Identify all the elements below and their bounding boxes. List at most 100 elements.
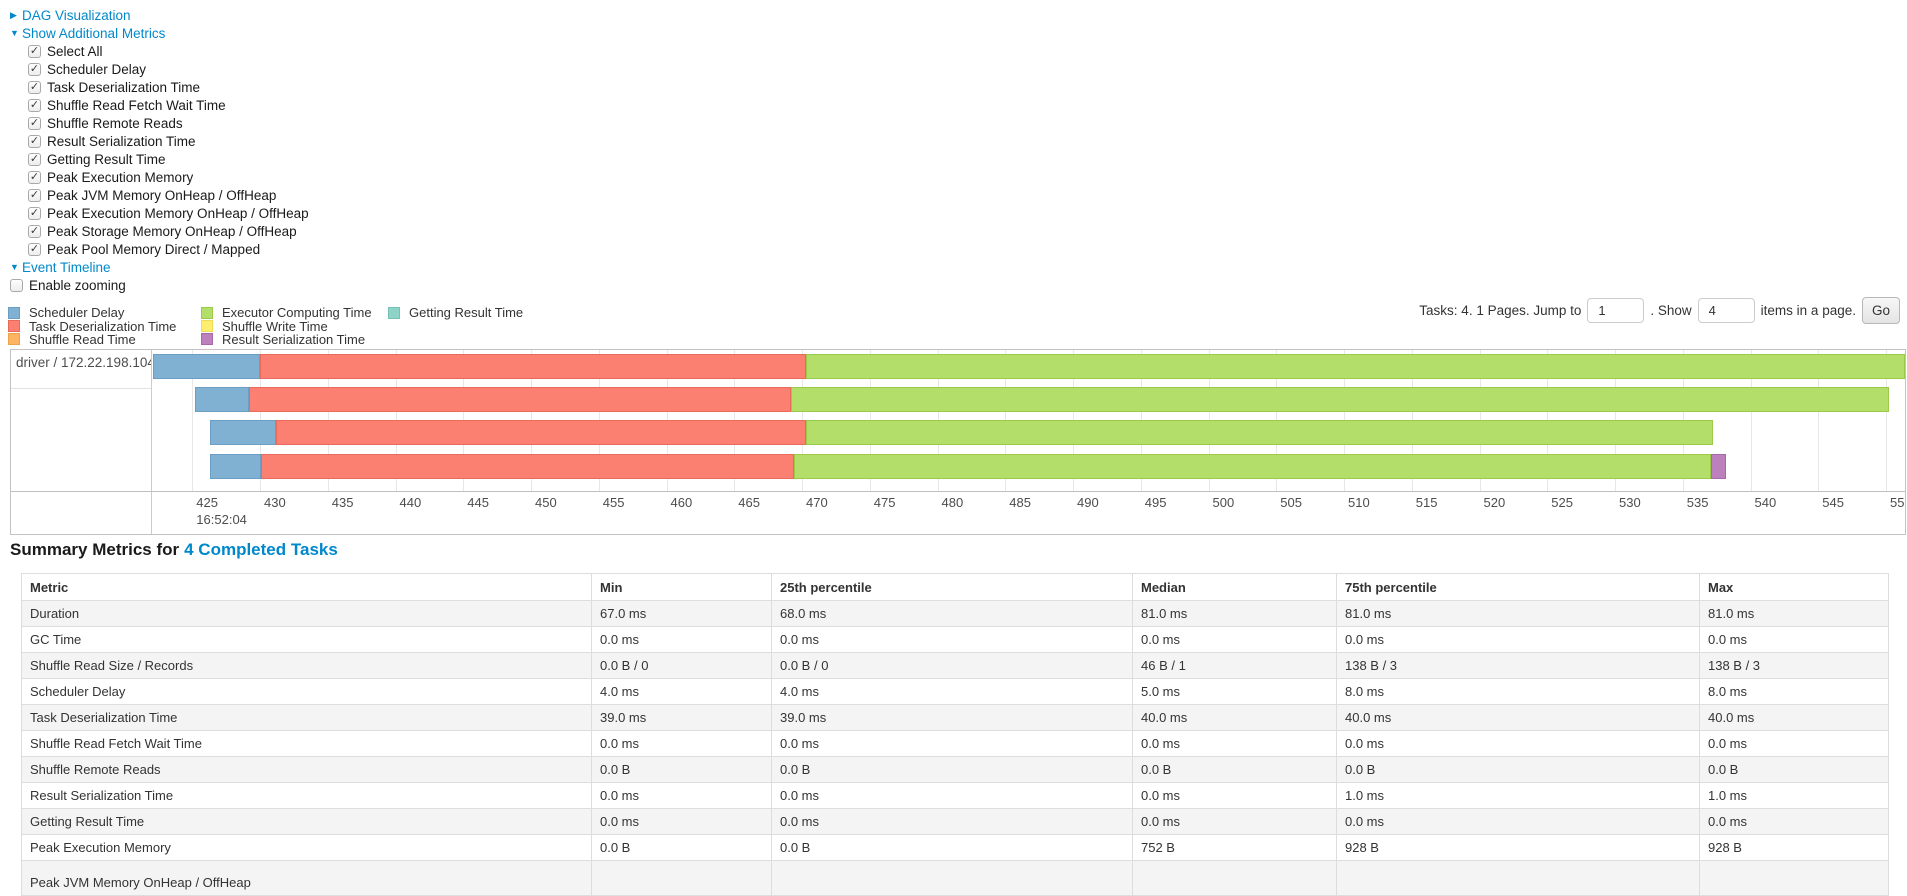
checkbox-checked-icon[interactable]: ✓ — [28, 242, 41, 256]
show-additional-metrics-toggle[interactable]: ▼ Show Additional Metrics — [10, 24, 309, 42]
legend-swatch-executor-computing-time — [201, 306, 213, 319]
metric-checkbox-label: Task Deserialization Time — [47, 79, 201, 95]
checkbox-checked-icon[interactable]: ✓ — [28, 170, 41, 184]
task-bar-segment-executor_computing[interactable] — [806, 420, 1713, 445]
task-bar-segment-scheduler_delay[interactable] — [209, 454, 262, 479]
checkbox-checked-icon[interactable]: ✓ — [28, 116, 41, 130]
table-cell: 68.0 ms — [771, 600, 1133, 627]
metric-checkbox-row-peak-storage-memory-onheap-offheap[interactable]: ✓ Peak Storage Memory OnHeap / OffHeap — [28, 222, 309, 240]
table-header-75th-percentile: 75th percentile — [1336, 573, 1700, 601]
axis-tick-label: 500 — [1212, 495, 1235, 510]
metric-checkbox-row-getting-result-time[interactable]: ✓ Getting Result Time — [28, 150, 309, 168]
summary-heading-text: Summary Metrics for — [10, 540, 180, 559]
table-cell: 928 B — [1699, 834, 1889, 861]
jump-to-page-input[interactable] — [1587, 298, 1645, 323]
table-row-getting-result-time: Getting Result Time 0.0 ms 0.0 ms 0.0 ms 0.0… — [21, 808, 1889, 835]
checkbox-checked-icon[interactable]: ✓ — [28, 206, 41, 220]
axis-tick-label: 535 — [1686, 495, 1709, 510]
table-cell: 0.0 ms — [771, 730, 1133, 757]
checkmark-icon: ✓ — [29, 206, 40, 219]
task-bar-segment-executor_computing[interactable] — [806, 354, 1905, 379]
table-cell: 0.0 ms — [1336, 626, 1700, 653]
table-cell: 138 B / 3 — [1699, 652, 1889, 679]
metric-checkbox-row-peak-execution-memory[interactable]: ✓ Peak Execution Memory — [28, 168, 309, 186]
table-cell: Scheduler Delay — [21, 678, 592, 705]
checkbox-checked-icon[interactable]: ✓ — [28, 62, 41, 76]
checkbox-checked-icon[interactable]: ✓ — [28, 188, 41, 202]
table-cell: 928 B — [1336, 834, 1700, 861]
table-row-shuffle-remote-reads: Shuffle Remote Reads 0.0 B 0.0 B 0.0 B 0.0 B… — [21, 756, 1889, 783]
table-row-duration: Duration 67.0 ms 68.0 ms 81.0 ms 81.0 ms 81.0… — [21, 600, 1889, 627]
checkmark-icon: ✓ — [29, 152, 40, 165]
metric-checkbox-row-shuffle-read-fetch-wait-time[interactable]: ✓ Shuffle Read Fetch Wait Time — [28, 96, 309, 114]
table-cell: 0.0 ms — [591, 808, 772, 835]
event-timeline-chart: driver / 172.22.198.104 425 16:52:04 430 43… — [10, 349, 1906, 535]
legend-label: Shuffle Read Time — [29, 331, 136, 347]
legend-swatch-shuffle-write-time — [201, 320, 213, 333]
checkmark-icon: ✓ — [29, 170, 40, 183]
metric-checkbox-row-scheduler-delay[interactable]: ✓ Scheduler Delay — [28, 60, 309, 78]
task-bar-segment-task_deserialization[interactable] — [276, 420, 807, 445]
items-per-page-input[interactable] — [1697, 298, 1755, 323]
timeline-axis-line — [11, 491, 1905, 492]
metric-checkbox-row-shuffle-remote-reads[interactable]: ✓ Shuffle Remote Reads — [28, 114, 309, 132]
table-cell: 0.0 B / 0 — [771, 652, 1133, 679]
go-button[interactable]: Go — [1861, 297, 1900, 324]
summary-metrics-heading: Summary Metrics for 4 Completed Tasks — [10, 540, 338, 560]
checkbox-checked-icon[interactable]: ✓ — [28, 98, 41, 112]
checkbox-checked-icon[interactable]: ✓ — [28, 224, 41, 238]
checkbox-unchecked-icon[interactable] — [10, 278, 23, 292]
checkmark-icon: ✓ — [29, 134, 40, 147]
axis-tick-label: 525 — [1551, 495, 1573, 510]
task-bar-segment-task_deserialization[interactable] — [261, 454, 794, 479]
metric-checkbox-label: Getting Result Time — [47, 151, 166, 167]
task-bar-segment-scheduler_delay[interactable] — [195, 387, 250, 412]
axis-tick-label: 485 — [1009, 495, 1031, 510]
checkbox-checked-icon[interactable]: ✓ — [28, 80, 41, 94]
table-cell: 81.0 ms — [1699, 600, 1889, 627]
task-pagination: Tasks: 4. 1 Pages. Jump to . Show items … — [1419, 297, 1900, 324]
task-bar-segment-scheduler_delay[interactable] — [209, 420, 277, 445]
task-bar-segment-task_deserialization[interactable] — [249, 387, 792, 412]
task-bar-segment-task_deserialization[interactable] — [260, 354, 807, 379]
table-header-median: Median — [1132, 573, 1337, 601]
table-cell: 752 B — [1132, 834, 1337, 861]
legend-item-shuffle-write-time: Shuffle Write Time — [201, 319, 372, 334]
legend-item-result-serialization-time: Result Serialization Time — [201, 331, 372, 347]
checkbox-checked-icon[interactable]: ✓ — [28, 152, 41, 166]
legend-label: Result Serialization Time — [222, 331, 366, 347]
task-bar-segment-executor_computing[interactable] — [791, 387, 1889, 412]
pagination-suffix-text: items in a page. — [1760, 303, 1856, 318]
metric-checkbox-row-peak-pool-memory-direct-mapped[interactable]: ✓ Peak Pool Memory Direct / Mapped — [28, 240, 309, 258]
checkbox-checked-icon[interactable]: ✓ — [28, 134, 41, 148]
checkbox-checked-icon[interactable]: ✓ — [28, 44, 41, 58]
metric-checkbox-row-peak-jvm-memory-onheap-offheap[interactable]: ✓ Peak JVM Memory OnHeap / OffHeap — [28, 186, 309, 204]
completed-tasks-link[interactable]: 4 Completed Tasks — [184, 540, 338, 559]
task-bar-segment-executor_computing[interactable] — [793, 454, 1712, 479]
stage-page-controls: ▶ DAG Visualization ▼ Show Additional Me… — [10, 6, 309, 294]
table-cell — [1699, 860, 1889, 896]
table-cell — [591, 860, 772, 896]
table-cell: 0.0 ms — [1699, 626, 1889, 653]
event-timeline-toggle[interactable]: ▼ Event Timeline — [10, 258, 309, 276]
metric-checkbox-row-peak-execution-memory-onheap-offheap[interactable]: ✓ Peak Execution Memory OnHeap / OffHeap — [28, 204, 309, 222]
table-cell: 4.0 ms — [771, 678, 1133, 705]
table-cell: 0.0 ms — [591, 626, 772, 653]
legend-label: Scheduler Delay — [29, 305, 125, 321]
metric-checkbox-row-result-serialization-time[interactable]: ✓ Result Serialization Time — [28, 132, 309, 150]
axis-tick-label: 425 — [196, 495, 218, 510]
metric-checkbox-row-task-deserialization-time[interactable]: ✓ Task Deserialization Time — [28, 78, 309, 96]
table-row-shuffle-read-fetch-wait-time: Shuffle Read Fetch Wait Time 0.0 ms 0.0 ms… — [21, 730, 1889, 757]
metric-checkbox-label: Peak JVM Memory OnHeap / OffHeap — [47, 187, 277, 203]
task-bar-segment-scheduler_delay[interactable] — [153, 354, 260, 379]
dag-visualization-toggle[interactable]: ▶ DAG Visualization — [10, 6, 309, 24]
legend-swatch-result-serialization-time — [201, 333, 213, 346]
metric-checkbox-row-select-all[interactable]: ✓ Select All — [28, 42, 309, 60]
axis-tick-label: 475 — [873, 495, 896, 510]
table-cell: 46 B / 1 — [1132, 652, 1337, 679]
task-bar-segment-result_serialization[interactable] — [1711, 454, 1727, 479]
axis-tick-label: 520 — [1483, 495, 1506, 510]
legend-item-scheduler-delay: Scheduler Delay — [8, 305, 176, 321]
gridline — [1886, 350, 1887, 491]
table-cell: 0.0 B — [771, 756, 1133, 783]
